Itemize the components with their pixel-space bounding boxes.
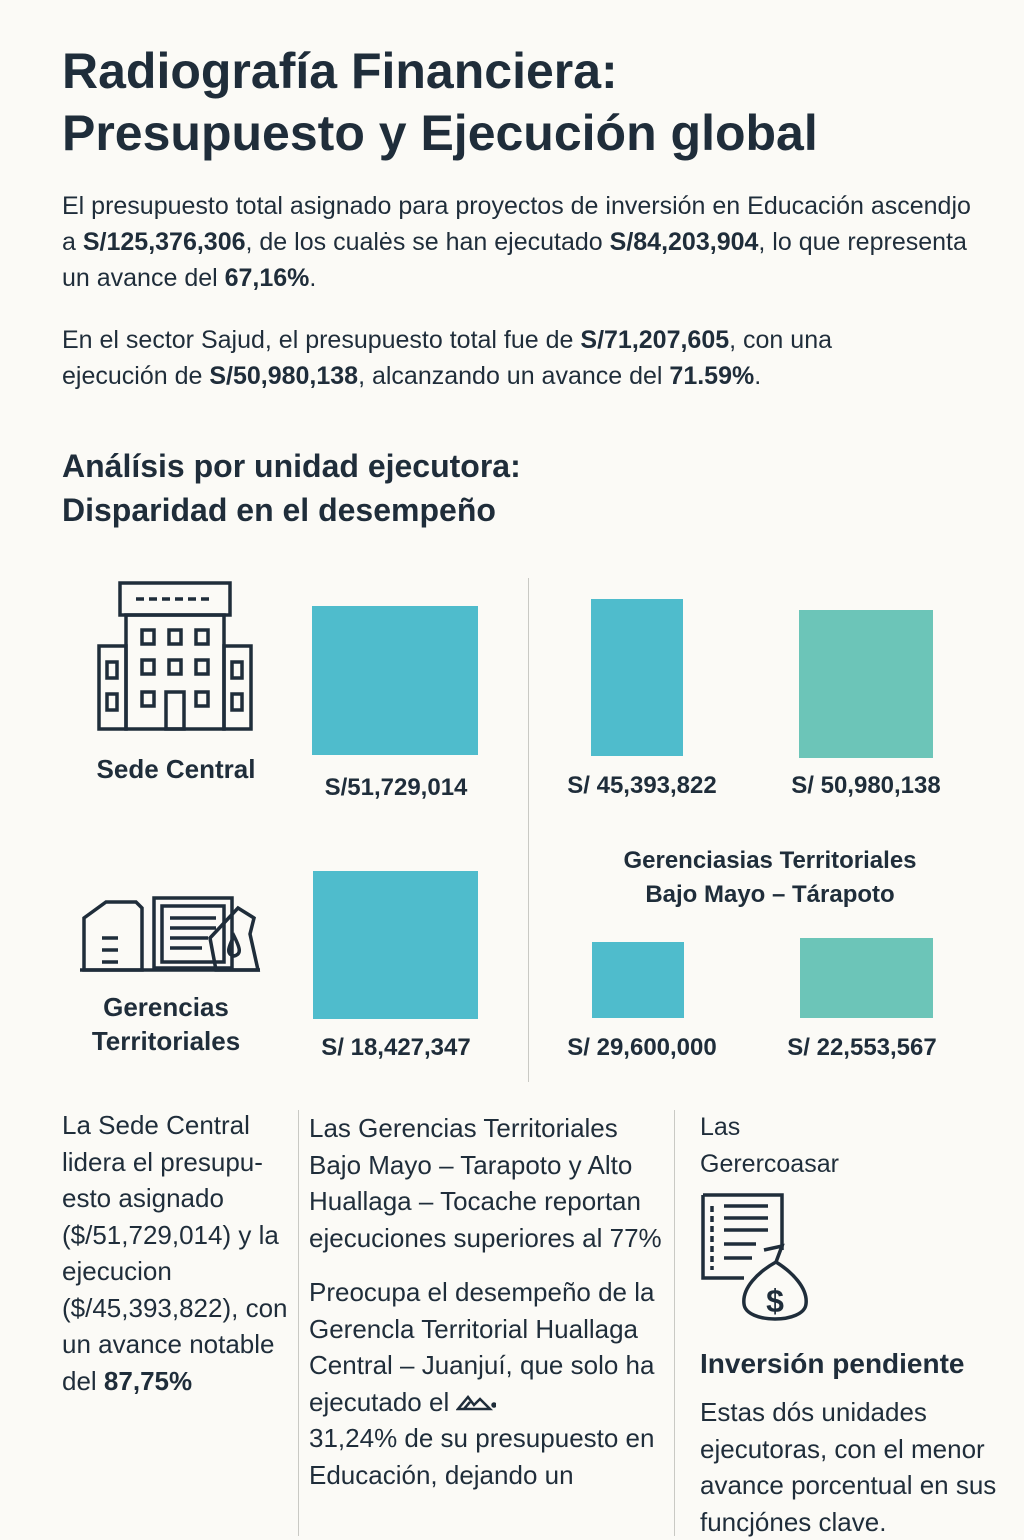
bar-label: S/ 18,427,347 <box>321 1034 471 1061</box>
building-icon <box>97 581 253 731</box>
text-segment: , de los cualės se han ejecutado <box>245 228 610 256</box>
bar-sede-a <box>591 599 683 756</box>
mountain-icon <box>455 1394 498 1410</box>
intro-paragraph-1: El presupuesto total asignado para proye… <box>62 188 982 296</box>
offices-icon <box>80 896 261 972</box>
bar-label: S/ 45,393,822 <box>567 772 717 799</box>
bar-sede-budget <box>312 606 478 755</box>
group-label-bajo-mayo: Gerenciasias Territoriales Bajo Mayo – Tá… <box>570 844 970 912</box>
bar-label: S/51,729,014 <box>324 774 468 801</box>
group-label-line-1: Gerenciasias Territoriales <box>623 847 917 874</box>
highlighted-value: S/71,207,605 <box>580 326 730 354</box>
text-segment: , lo que representa un avance del <box>62 228 967 292</box>
bar-label: S/ 22,553,567 <box>787 1034 937 1061</box>
gerencias-paragraph-2: Preocupa el desempeño de la Gerencla Ter… <box>309 1274 669 1420</box>
highlighted-value: 87,75% <box>103 1365 193 1396</box>
page-title: Radiografía Financiera: Presupuesto y Eje… <box>62 40 962 164</box>
group-label-line-2: Bajo Mayo – Tárapoto <box>645 881 895 908</box>
text-segment: , alcanzando un avance del <box>358 362 670 390</box>
text-segment: , con una ejecución de <box>62 326 832 390</box>
gerencias-paragraph-2-text: Preocupa el desempeño de la Gerencla Ter… <box>309 1277 655 1417</box>
svg-text:$: $ <box>766 1283 784 1319</box>
bar-gerencias-b <box>800 938 933 1018</box>
bar-gerencias-budget <box>313 871 478 1019</box>
title-line-2: Presupuesto y Ejecución global <box>62 105 818 161</box>
unit-label-line-1: Gerencias <box>103 992 229 1022</box>
unit-label-line-2: Territoriales <box>91 1026 241 1056</box>
intro-paragraph-2: En el sector Sajud, el presupuesto total… <box>62 322 922 394</box>
highlighted-value: S/50,980,138 <box>209 362 359 390</box>
bar-sede-b <box>799 610 933 758</box>
section-line-2: Disparidad en el desempeño <box>62 492 496 528</box>
highlighted-value: 71.59% <box>669 362 755 390</box>
column-divider <box>674 1110 675 1536</box>
bar-label: S/ 50,980,138 <box>791 772 941 799</box>
column-top-text: Las Gerercoasar <box>700 1113 839 1178</box>
document-money-bag-icon: $ <box>701 1193 808 1321</box>
section-heading: Análísis por unidad ejecutora: Disparidad… <box>62 444 762 532</box>
column-sede-text: La Sede Central lidera el presupu-esto a… <box>62 1107 294 1399</box>
text-segment: En el sector Sajud, el presupuesto total… <box>62 326 581 354</box>
column-divider <box>298 1110 299 1536</box>
text-segment: La Sede Central lidera el presupu-esto a… <box>62 1110 288 1396</box>
gerencias-paragraph-1: Las Gerencias Territoriales Bajo Mayo – … <box>309 1113 662 1253</box>
bar-gerencias-a <box>592 942 684 1018</box>
unit-label-sede-central: Sede Central <box>96 754 256 784</box>
pending-investment-heading: Inversión pendiente <box>700 1348 965 1379</box>
text-segment: . <box>309 264 317 292</box>
highlighted-value: S/84,203,904 <box>609 228 759 256</box>
highlighted-value: 67,16% <box>224 264 310 292</box>
divider <box>528 578 529 1082</box>
column-gerencias-text: Las Gerencias Territoriales Bajo Mayo – … <box>309 1110 669 1493</box>
text-segment: . <box>754 362 762 390</box>
highlighted-value: S/125,376,306 <box>82 228 246 256</box>
section-line-1: Análísis por unidad ejecutora: <box>62 448 521 484</box>
bar-label: S/ 29,600,000 <box>567 1034 717 1061</box>
gerencias-paragraph-3: 31,24% de su presupuesto en Educación, d… <box>309 1423 655 1490</box>
text-segment: El presupuesto total asignado para proye… <box>62 192 971 256</box>
title-line-1: Radiografía Financiera: <box>62 43 618 99</box>
pending-investment-text: Estas dós unidades ejecutoras, con el me… <box>700 1397 997 1537</box>
unit-label-gerencias: Gerencias Territoriales <box>66 990 266 1058</box>
